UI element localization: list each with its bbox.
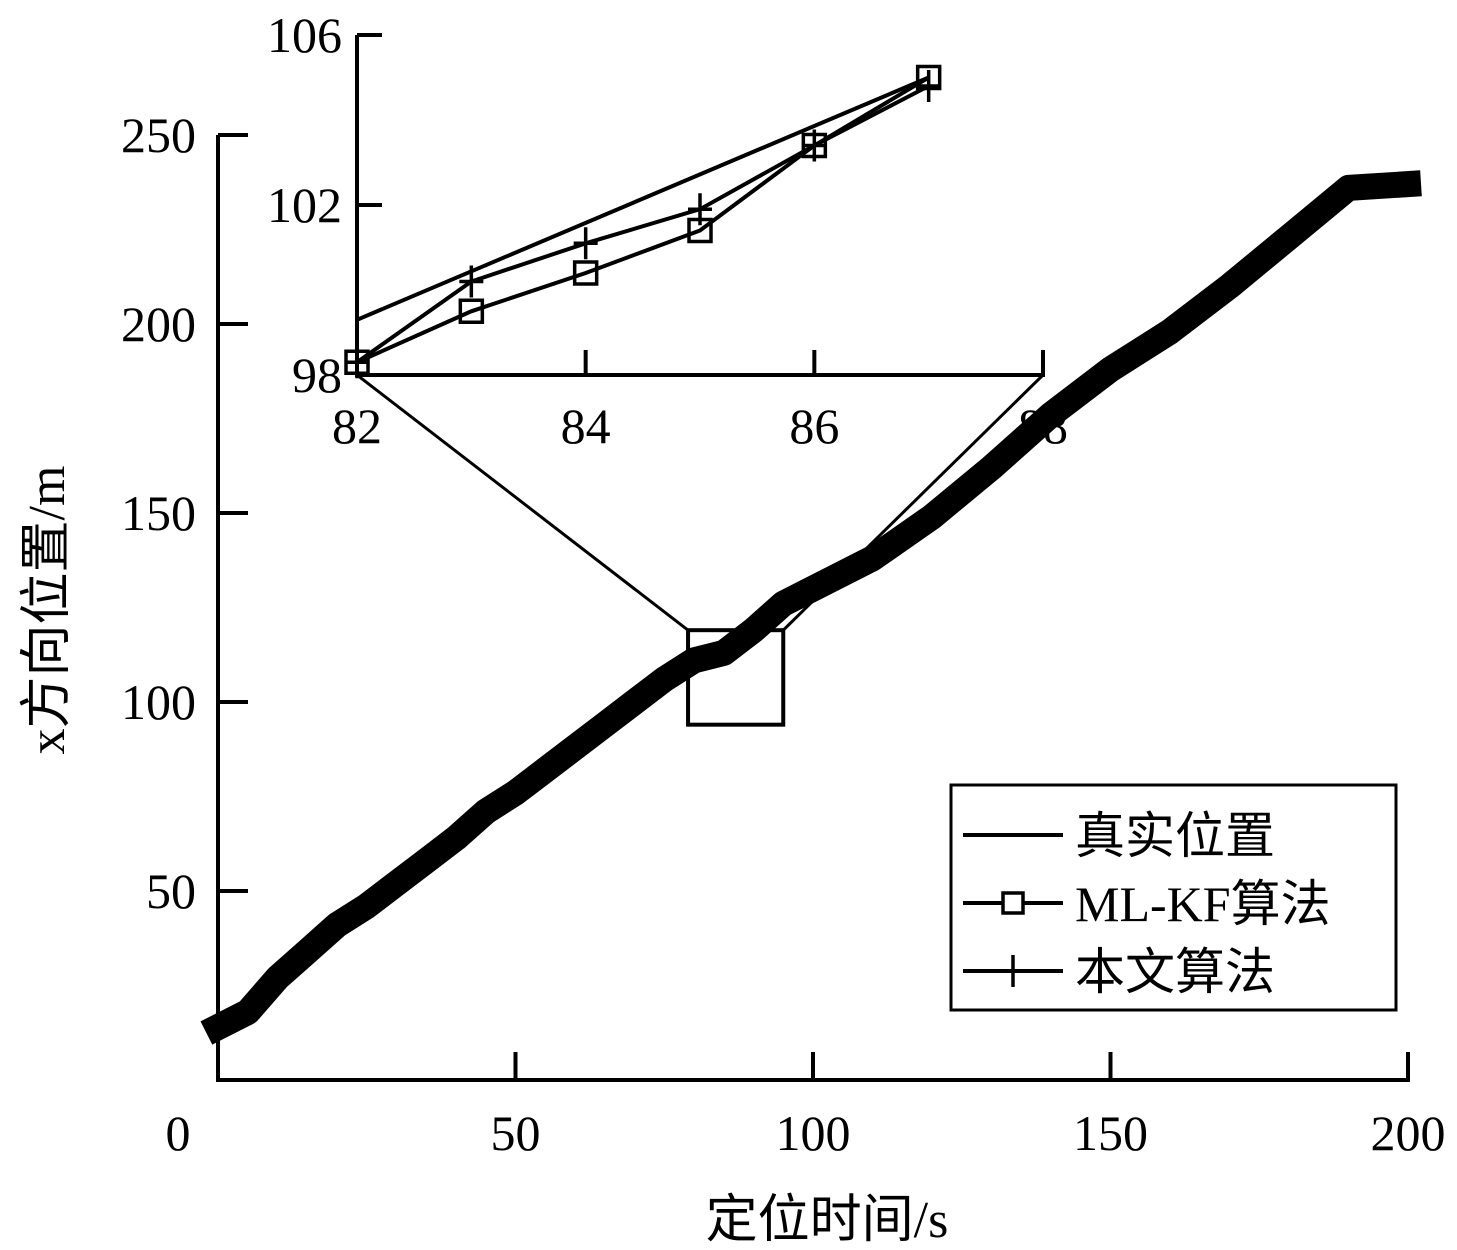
inset-y-tick-label: 102	[267, 177, 342, 233]
main-x-tick-label: 0	[166, 1105, 191, 1161]
inset-marker-plus	[459, 265, 484, 298]
main-y-tick-label: 200	[121, 296, 196, 352]
main-x-tick-label: 200	[1371, 1105, 1446, 1161]
main-x-tick-label: 50	[491, 1105, 541, 1161]
inset-marker-plus	[573, 227, 598, 260]
inset-marker-plus	[688, 193, 712, 226]
inset-axes: 82 84 86 88 98 102 106	[267, 7, 1068, 454]
main-series-group	[200, 170, 1422, 1045]
y-axis-label: x方向位置/m	[19, 466, 76, 755]
main-y-tick-label: 150	[121, 485, 196, 541]
inset-x-tick-label: 82	[332, 398, 382, 454]
legend-label-2: 本文算法	[1075, 944, 1275, 1000]
inset-x-tick-label: 86	[789, 398, 839, 454]
legend-label-0: 真实位置	[1075, 808, 1275, 864]
main-series-line-2	[215, 182, 1410, 1030]
inset-series-line-2	[355, 84, 930, 364]
main-y-tick-label: 50	[146, 863, 196, 919]
inset-series-group	[344, 64, 942, 379]
inset-marker-square	[572, 260, 599, 286]
inset-marker-square	[458, 298, 485, 324]
main-axes: 0 50 100 150 200 50 100 150 200 250	[121, 107, 1446, 1161]
inset-marker-plus	[916, 70, 941, 102]
inset-y-tick-label: 106	[267, 7, 342, 63]
inset-marker-plus	[802, 129, 827, 162]
main-x-tick-label: 100	[776, 1105, 851, 1161]
zoom-connector-left	[356, 373, 689, 632]
main-y-tick-label: 100	[121, 674, 196, 730]
legend-label-1: ML-KF算法	[1075, 876, 1331, 932]
main-y-tick-label: 250	[121, 107, 196, 163]
main-x-tick-label: 150	[1073, 1105, 1148, 1161]
inset-series-line-0	[356, 75, 930, 322]
inset-y-tick-label: 98	[292, 347, 342, 403]
inset-x-tick-label: 84	[561, 398, 611, 454]
x-axis-label: 定位时间/s	[706, 1192, 949, 1249]
inset-x-tick-label: 88	[1018, 398, 1068, 454]
legend-marker-square	[1001, 891, 1025, 915]
zoom-box	[686, 628, 786, 727]
